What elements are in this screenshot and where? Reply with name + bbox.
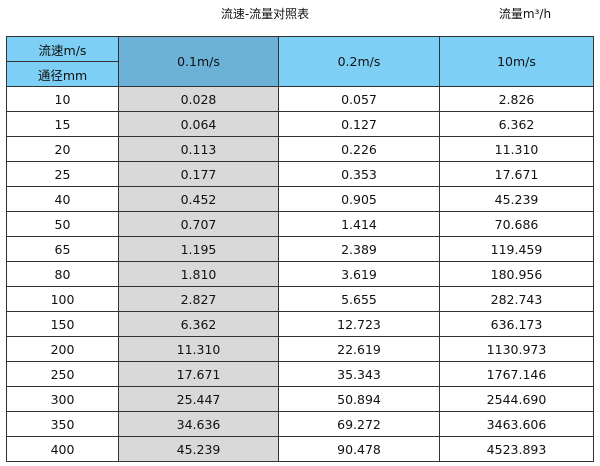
flow-cell: 0.353	[278, 161, 440, 187]
diameter-cell: 80	[6, 261, 119, 287]
corner-velocity-label: 流速m/s	[6, 36, 119, 62]
diameter-cell: 15	[6, 111, 119, 137]
diameter-cell: 250	[6, 361, 119, 387]
flow-cell: 22.619	[278, 336, 440, 362]
flow-cell: 636.173	[439, 311, 594, 337]
flow-cell: 0.905	[278, 186, 440, 212]
flow-cell: 6.362	[439, 111, 594, 137]
header-row: 流速m/s 0.1m/s 0.2m/s 10m/s	[6, 36, 594, 87]
flow-rate-table: 流速m/s 0.1m/s 0.2m/s 10m/s 通径mm 10 0.028 0.…	[6, 36, 594, 462]
flow-cell: 1.195	[118, 236, 279, 262]
flow-cell: 12.723	[278, 311, 440, 337]
diameter-cell: 100	[6, 286, 119, 312]
table-row: 200 11.310 22.619 1130.973	[6, 336, 594, 362]
table-row: 20 0.113 0.226 11.310	[6, 136, 594, 162]
flow-cell: 90.478	[278, 436, 440, 462]
unit-label: 流量m³/h	[498, 7, 552, 21]
flow-cell: 11.310	[439, 136, 594, 162]
flow-cell: 17.671	[118, 361, 279, 387]
flow-cell: 3.619	[278, 261, 440, 287]
flow-cell: 0.226	[278, 136, 440, 162]
diameter-cell: 50	[6, 211, 119, 237]
flow-cell: 70.686	[439, 211, 594, 237]
diameter-cell: 40	[6, 186, 119, 212]
flow-cell: 0.177	[118, 161, 279, 187]
table-row: 300 25.447 50.894 2544.690	[6, 386, 594, 412]
diameter-cell: 400	[6, 436, 119, 462]
flow-cell: 17.671	[439, 161, 594, 187]
flow-cell: 69.272	[278, 411, 440, 437]
flow-cell: 282.743	[439, 286, 594, 312]
table-row: 100 2.827 5.655 282.743	[6, 286, 594, 312]
corner-diameter-label: 通径mm	[6, 61, 119, 87]
flow-cell: 34.636	[118, 411, 279, 437]
diameter-cell: 200	[6, 336, 119, 362]
flow-cell: 0.707	[118, 211, 279, 237]
flow-cell: 45.239	[439, 186, 594, 212]
table-row: 50 0.707 1.414 70.686	[6, 211, 594, 237]
flow-cell: 2.826	[439, 86, 594, 112]
flow-cell: 11.310	[118, 336, 279, 362]
flow-cell: 6.362	[118, 311, 279, 337]
flow-cell: 25.447	[118, 386, 279, 412]
flow-cell: 1.414	[278, 211, 440, 237]
table-row: 250 17.671 35.343 1767.146	[6, 361, 594, 387]
flow-cell: 0.452	[118, 186, 279, 212]
flow-cell: 0.064	[118, 111, 279, 137]
diameter-cell: 25	[6, 161, 119, 187]
diameter-cell: 65	[6, 236, 119, 262]
column-header: 0.2m/s	[278, 36, 440, 87]
table-title: 流速-流量对照表	[220, 7, 310, 21]
flow-cell: 45.239	[118, 436, 279, 462]
flow-cell: 0.057	[278, 86, 440, 112]
flow-cell: 2.827	[118, 286, 279, 312]
table-row: 65 1.195 2.389 119.459	[6, 236, 594, 262]
diameter-cell: 10	[6, 86, 119, 112]
flow-cell: 0.127	[278, 111, 440, 137]
table-row: 25 0.177 0.353 17.671	[6, 161, 594, 187]
table-row: 350 34.636 69.272 3463.606	[6, 411, 594, 437]
column-header: 10m/s	[439, 36, 594, 87]
flow-cell: 50.894	[278, 386, 440, 412]
table-row: 80 1.810 3.619 180.956	[6, 261, 594, 287]
table-row: 15 0.064 0.127 6.362	[6, 111, 594, 137]
flow-cell: 1130.973	[439, 336, 594, 362]
flow-cell: 35.343	[278, 361, 440, 387]
flow-cell: 180.956	[439, 261, 594, 287]
flow-cell: 3463.606	[439, 411, 594, 437]
flow-cell: 2.389	[278, 236, 440, 262]
flow-cell: 1767.146	[439, 361, 594, 387]
flow-cell: 119.459	[439, 236, 594, 262]
flow-cell: 0.028	[118, 86, 279, 112]
header-row: 通径mm	[6, 61, 594, 87]
column-header: 0.1m/s	[118, 36, 279, 87]
table-row: 150 6.362 12.723 636.173	[6, 311, 594, 337]
diameter-cell: 350	[6, 411, 119, 437]
flow-cell: 1.810	[118, 261, 279, 287]
diameter-cell: 20	[6, 136, 119, 162]
flow-cell: 4523.893	[439, 436, 594, 462]
diameter-cell: 300	[6, 386, 119, 412]
flow-cell: 5.655	[278, 286, 440, 312]
table-row: 40 0.452 0.905 45.239	[6, 186, 594, 212]
table-row: 400 45.239 90.478 4523.893	[6, 436, 594, 462]
flow-cell: 0.113	[118, 136, 279, 162]
table-row: 10 0.028 0.057 2.826	[6, 86, 594, 112]
diameter-cell: 150	[6, 311, 119, 337]
flow-cell: 2544.690	[439, 386, 594, 412]
